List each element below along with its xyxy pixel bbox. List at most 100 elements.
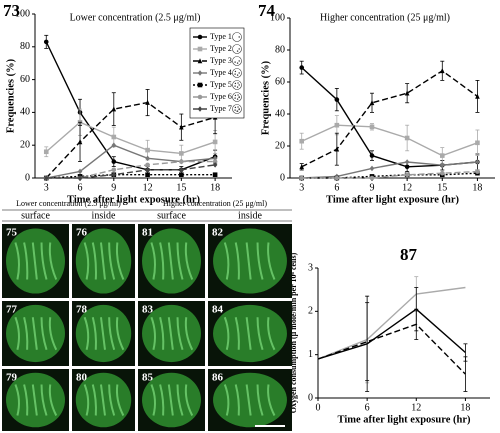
legend-icon-dot xyxy=(236,74,239,76)
legend-icon-dot xyxy=(236,62,239,64)
legend-icon-dot xyxy=(234,82,237,85)
organelle xyxy=(48,317,58,351)
legend-icon-dot xyxy=(237,106,239,108)
marker xyxy=(212,139,218,145)
organelle xyxy=(176,317,184,351)
x-tick-label: 12 xyxy=(402,182,412,193)
legend-icon-dot xyxy=(236,50,239,52)
panel-number: 86 xyxy=(212,372,224,384)
marker xyxy=(77,139,83,145)
marker xyxy=(197,58,203,64)
x-axis-label: Time after light exposure (hr) xyxy=(338,414,471,425)
organelle xyxy=(115,242,125,280)
panel-label: 87 xyxy=(400,245,418,264)
error-bar xyxy=(414,308,419,340)
marker xyxy=(197,70,203,76)
y-tick-label: 100 xyxy=(15,8,30,19)
marker xyxy=(197,106,203,112)
y-tick-label: 80 xyxy=(20,41,30,52)
series-line xyxy=(46,174,216,179)
legend-icon-dot xyxy=(237,82,239,84)
panel-number: 84 xyxy=(212,304,224,316)
marker xyxy=(111,142,117,148)
panel-number: 77 xyxy=(6,304,18,316)
x-tick-label: 6 xyxy=(78,182,83,193)
chart-title: Higher concentration (25 μg/ml) xyxy=(320,12,450,23)
organelle xyxy=(167,384,174,416)
organelle xyxy=(234,242,240,280)
y-axis-label: Frequencies (%) xyxy=(5,58,16,133)
organelle xyxy=(40,242,48,280)
legend-icon xyxy=(232,68,242,78)
organelle xyxy=(267,242,276,280)
y-axis-label: Oxygen consumption (μ mole/min per 10⁶ c… xyxy=(289,252,298,413)
legend-label: Type 3 xyxy=(210,56,232,65)
panel-number: 83 xyxy=(142,304,154,316)
legend-icon xyxy=(232,92,242,102)
y-tick-label: 1 xyxy=(308,349,313,360)
marker xyxy=(369,153,375,158)
organelle xyxy=(108,384,116,416)
marker xyxy=(334,175,340,181)
marker xyxy=(145,147,150,153)
x-tick-label: 3 xyxy=(44,182,49,193)
legend-label: Type 7 xyxy=(210,104,232,113)
organelle xyxy=(234,317,240,350)
marker xyxy=(145,162,150,168)
organelle xyxy=(14,316,20,350)
organelle xyxy=(267,384,276,416)
legend-icon-dot xyxy=(237,94,239,96)
legend-icon-dot xyxy=(234,85,236,87)
marker xyxy=(179,124,184,130)
error-bar xyxy=(463,356,468,392)
organelle xyxy=(115,317,125,351)
legend-icon-dot xyxy=(234,73,236,75)
organelle xyxy=(159,317,165,350)
y-tick-label: 60 xyxy=(20,74,30,85)
organelle xyxy=(223,242,230,280)
panel-label: 73 xyxy=(3,1,20,20)
marker xyxy=(197,46,203,52)
organelle xyxy=(159,384,165,416)
legend-icon-dot xyxy=(236,86,239,88)
x-tick-label: 9 xyxy=(370,182,375,193)
marker xyxy=(197,82,203,88)
series-line xyxy=(301,124,478,157)
organelle xyxy=(159,242,165,280)
marker xyxy=(212,162,218,168)
organelle xyxy=(184,242,194,280)
marker xyxy=(43,149,49,155)
panel-number: 78 xyxy=(76,304,88,316)
column-label: inside xyxy=(92,210,116,221)
error-bar xyxy=(365,302,370,382)
organelle xyxy=(256,384,264,416)
x-tick-label: 3 xyxy=(299,182,304,193)
marker xyxy=(369,124,375,130)
legend-label: Type 5 xyxy=(210,80,232,89)
marker xyxy=(145,99,150,105)
x-axis-label: Time after light exposure (hr) xyxy=(326,194,459,205)
series-line xyxy=(301,69,478,168)
cell-body xyxy=(213,304,287,363)
organelle xyxy=(256,242,264,280)
y-tick-label: 80 xyxy=(275,44,285,55)
y-tick-label: 0 xyxy=(280,172,285,183)
legend-icon-dot xyxy=(236,110,238,112)
legend-icon-dot xyxy=(238,108,240,111)
organelle xyxy=(91,384,97,416)
y-tick-label: 20 xyxy=(275,140,285,151)
organelle xyxy=(108,242,116,280)
y-tick-label: 0 xyxy=(25,172,30,183)
marker xyxy=(111,134,117,140)
organelle xyxy=(99,317,106,350)
organelle xyxy=(31,242,38,280)
organelle xyxy=(223,316,230,350)
organelle xyxy=(31,384,38,416)
column-label: surface xyxy=(21,210,50,221)
organelle xyxy=(40,317,48,351)
panel-number: 76 xyxy=(76,227,88,239)
marker xyxy=(145,172,150,178)
panel-number: 82 xyxy=(212,227,224,239)
panel-number: 75 xyxy=(6,227,18,239)
marker xyxy=(111,159,117,164)
